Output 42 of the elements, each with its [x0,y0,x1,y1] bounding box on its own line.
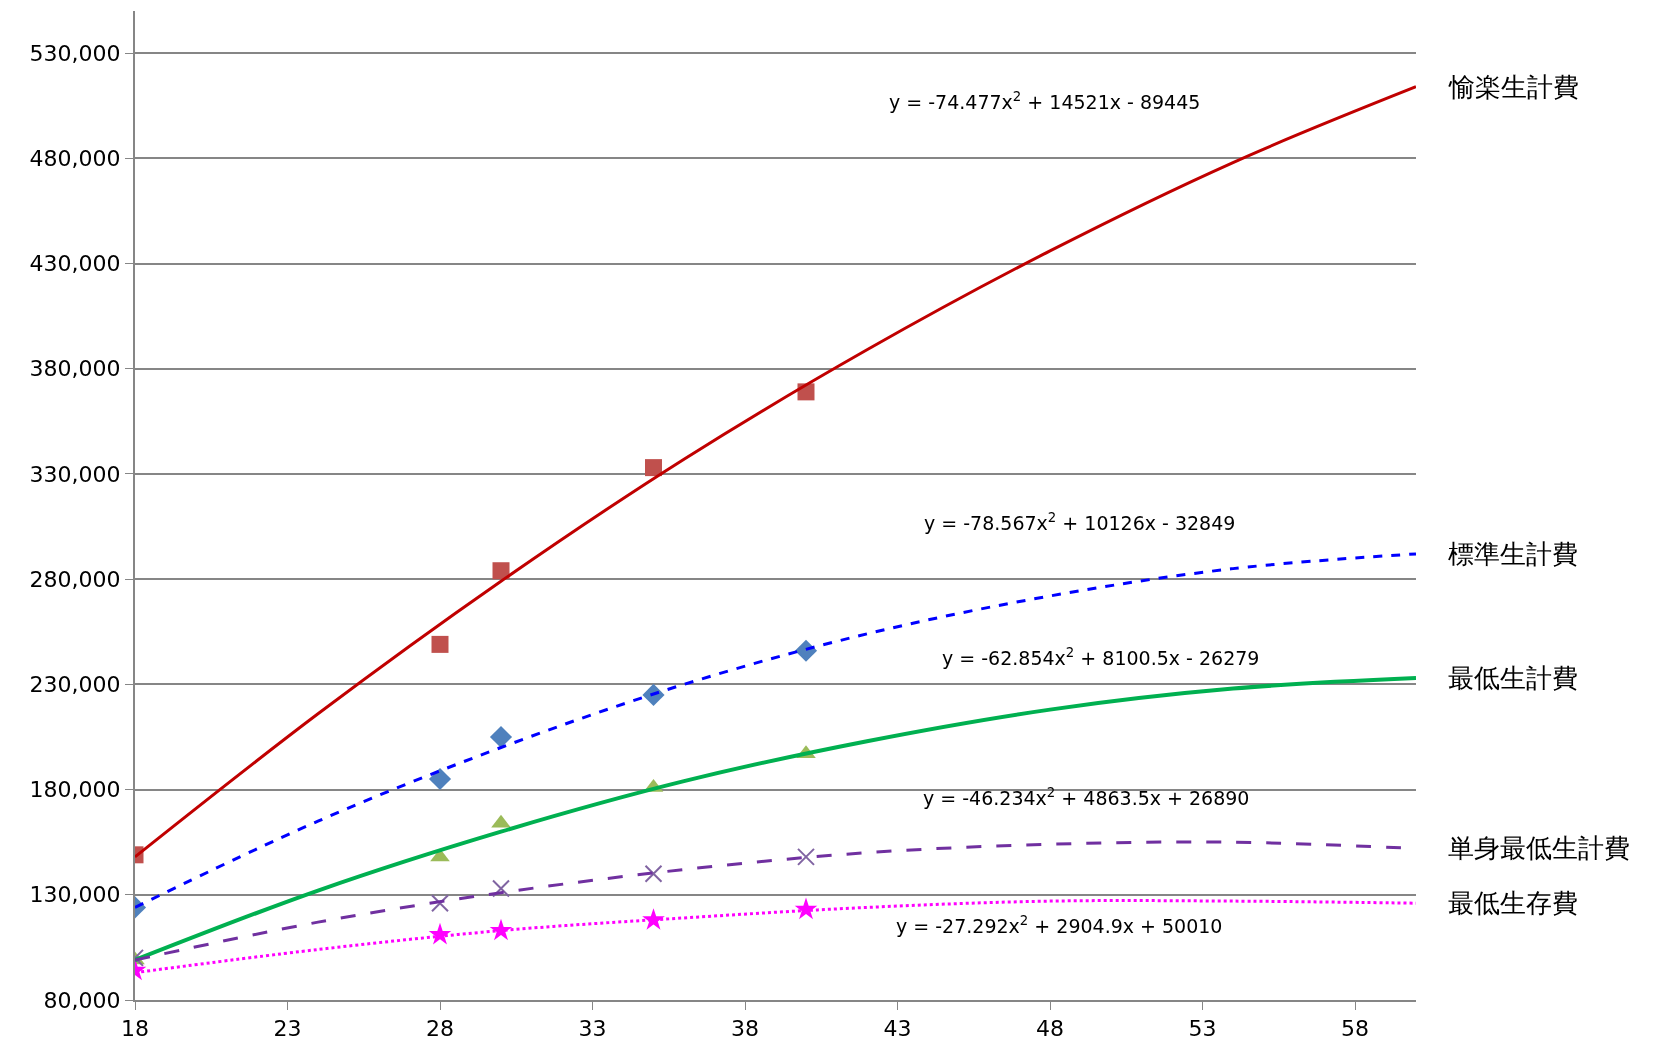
point [431,894,449,913]
y-tick-label: 380,000 [29,356,121,382]
annotation: y = -74.477x$^{2}$ + 14521x - 89445 [889,89,1201,113]
point [492,879,510,898]
x-tick-label: 48 [1036,1016,1064,1042]
annotation: y = -78.567x$^{2}$ + 10126x - 32849 [924,510,1236,534]
series-label: 最低生計費 [1448,663,1578,693]
point [428,768,452,791]
y-tick-label: 80,000 [43,987,121,1013]
point [431,635,449,653]
y-tick-label: 280,000 [29,566,121,592]
y-tick-label: 530,000 [29,40,121,66]
y-tick-label: 430,000 [29,251,121,277]
x-tick-label: 18 [121,1016,149,1042]
x-tick-label: 53 [1188,1016,1217,1042]
x-tick-label: 28 [426,1016,454,1042]
x-tick-label: 43 [883,1016,912,1042]
point [491,814,511,828]
x-tick-label: 58 [1341,1016,1369,1042]
y-tick-label: 330,000 [29,461,121,487]
point [644,864,663,883]
series-label: 標準生計費 [1448,539,1578,569]
series-label: 最低生存費 [1448,888,1578,918]
x-tick-label: 38 [731,1016,759,1042]
point [794,897,818,920]
annotation: y = -62.854x$^{2}$ + 8100.5x - 26279 [942,645,1260,669]
annotation: y = -46.234x$^{2}$ + 4863.5x + 26890 [923,785,1250,809]
y-tick-label: 180,000 [29,777,121,803]
point [428,922,452,945]
y-tick-label: 130,000 [29,882,121,908]
point [489,725,513,749]
series-label: 愉楽生計費 [1448,72,1579,102]
x-tick-label: 33 [578,1016,607,1042]
point [797,847,815,866]
point [642,908,665,930]
point [492,562,510,580]
y-tick-label: 230,000 [29,672,121,698]
x-tick-label: 23 [273,1016,302,1042]
series-label: 単身最低生計費 [1448,833,1630,863]
y-tick-label: 480,000 [29,146,121,171]
point [645,459,662,477]
annotation: y = -27.292x$^{2}$ + 2904.9x + 50010 [896,913,1223,937]
